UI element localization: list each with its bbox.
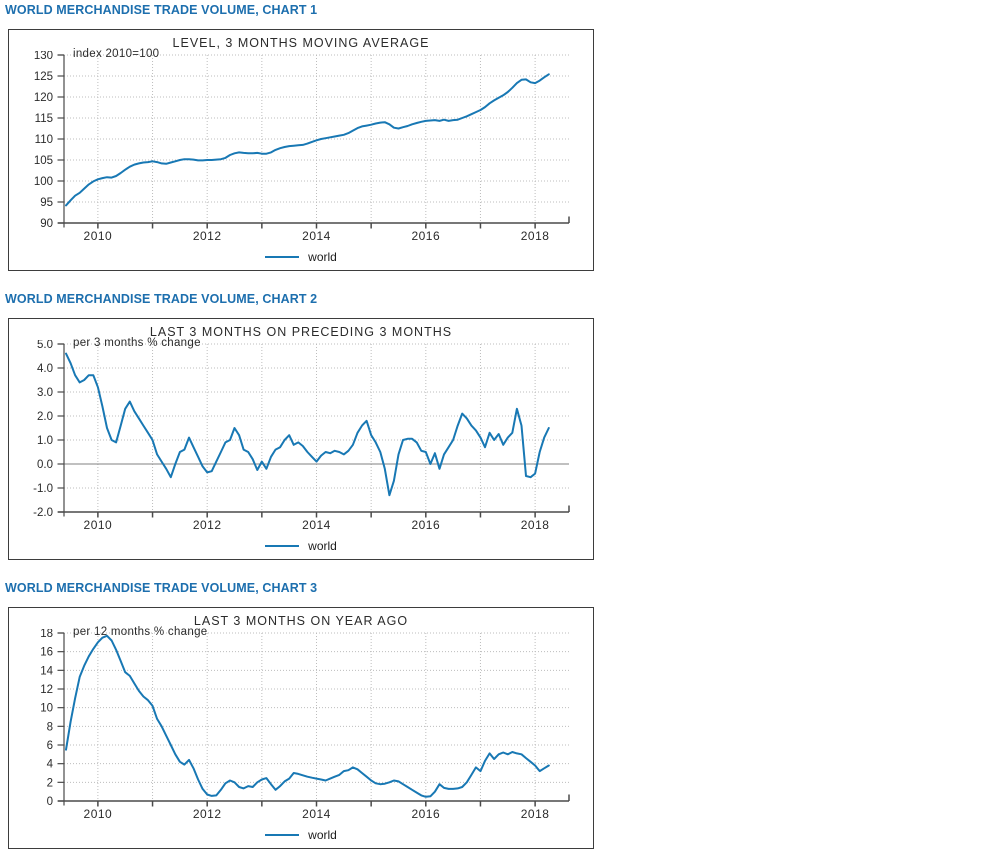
svg-text:2016: 2016 [411,807,440,821]
svg-text:130: 130 [34,51,53,62]
svg-text:18: 18 [40,629,53,640]
svg-text:90: 90 [40,218,53,230]
svg-text:2018: 2018 [521,229,550,243]
svg-text:115: 115 [35,113,53,125]
svg-text:-1.0: -1.0 [33,483,53,495]
svg-text:2016: 2016 [411,229,440,243]
chart3-panel: LAST 3 MONTHS ON YEAR AGO 18 16 14 12 10 8 6 4 2… [8,607,594,849]
svg-text:2.0: 2.0 [37,411,53,423]
svg-text:120: 120 [34,92,53,104]
chart3-legend: world [9,828,593,842]
chart3-plot: 18 16 14 12 10 8 6 4 2 0 2010 2012 2014 2016 2018 [40,629,570,821]
chart3-heading: WORLD MERCHANDISE TRADE VOLUME, CHART 3 [5,581,318,595]
svg-text:12: 12 [40,684,53,696]
chart2-plot-area: 5.0 4.0 3.0 2.0 1.0 0.0 -1.0 -2.0 2010 2012 2014 20… [9,337,593,536]
chart3-unit-note: per 12 months % change [73,626,208,638]
chart2-panel: LAST 3 MONTHS ON PRECEDING 3 MONTHS 5.0 4… [8,318,594,560]
svg-text:2018: 2018 [521,518,550,532]
svg-text:0.0: 0.0 [37,459,53,471]
svg-text:2: 2 [47,777,53,789]
svg-text:2010: 2010 [84,518,113,532]
svg-text:0: 0 [47,796,53,808]
chart1-panel: LEVEL, 3 MONTHS MOVING AVERAGE 130 125 120… [8,29,594,271]
svg-text:2014: 2014 [302,518,331,532]
legend-series-label: world [308,828,337,842]
legend-line-swatch [265,545,300,547]
chart2-plot: 5.0 4.0 3.0 2.0 1.0 0.0 -1.0 -2.0 2010 2012 2014 20… [33,340,570,532]
chart2-legend: world [9,539,593,553]
chart1-heading: WORLD MERCHANDISE TRADE VOLUME, CHART 1 [5,3,318,17]
svg-text:2014: 2014 [302,807,331,821]
svg-text:2012: 2012 [193,229,222,243]
chart2-heading: WORLD MERCHANDISE TRADE VOLUME, CHART 2 [5,292,318,306]
svg-text:105: 105 [34,155,53,167]
svg-text:125: 125 [34,71,53,83]
svg-text:2012: 2012 [193,807,222,821]
chart3-title: LAST 3 MONTHS ON YEAR AGO [193,614,409,628]
svg-text:2016: 2016 [411,518,440,532]
svg-text:1.0: 1.0 [37,435,53,447]
chart1-title: LEVEL, 3 MONTHS MOVING AVERAGE [172,36,430,50]
svg-text:5.0: 5.0 [37,340,53,351]
chart3-plot-area: 18 16 14 12 10 8 6 4 2 0 2010 2012 2014 2016 2018 per … [9,626,593,825]
svg-text:14: 14 [40,665,53,677]
legend-line-swatch [265,256,300,258]
svg-text:2012: 2012 [193,518,222,532]
svg-text:95: 95 [40,197,53,209]
chart1-plot-area: 130 125 120 115 110 105 100 95 90 2010 2012 2014 201… [9,48,593,247]
svg-text:4: 4 [47,759,54,771]
svg-text:2014: 2014 [302,229,331,243]
svg-text:2010: 2010 [84,807,113,821]
legend-line-swatch [265,834,300,836]
chart1-unit-note: index 2010=100 [73,48,160,60]
chart2-unit-note: per 3 months % change [73,337,201,349]
svg-text:6: 6 [47,740,53,752]
svg-text:2018: 2018 [521,807,550,821]
svg-text:4.0: 4.0 [37,363,53,375]
svg-text:110: 110 [35,134,53,146]
svg-text:2010: 2010 [84,229,113,243]
svg-text:8: 8 [47,721,53,733]
legend-series-label: world [308,539,337,553]
svg-text:16: 16 [40,647,53,659]
svg-text:3.0: 3.0 [37,387,53,399]
svg-text:100: 100 [34,176,53,188]
chart1-legend: world [9,250,593,264]
svg-text:10: 10 [40,703,53,715]
svg-text:-2.0: -2.0 [33,507,53,519]
chart2-title: LAST 3 MONTHS ON PRECEDING 3 MONTHS [149,325,453,339]
chart1-plot: 130 125 120 115 110 105 100 95 90 2010 2012 2014 201… [34,51,570,243]
legend-series-label: world [308,250,337,264]
